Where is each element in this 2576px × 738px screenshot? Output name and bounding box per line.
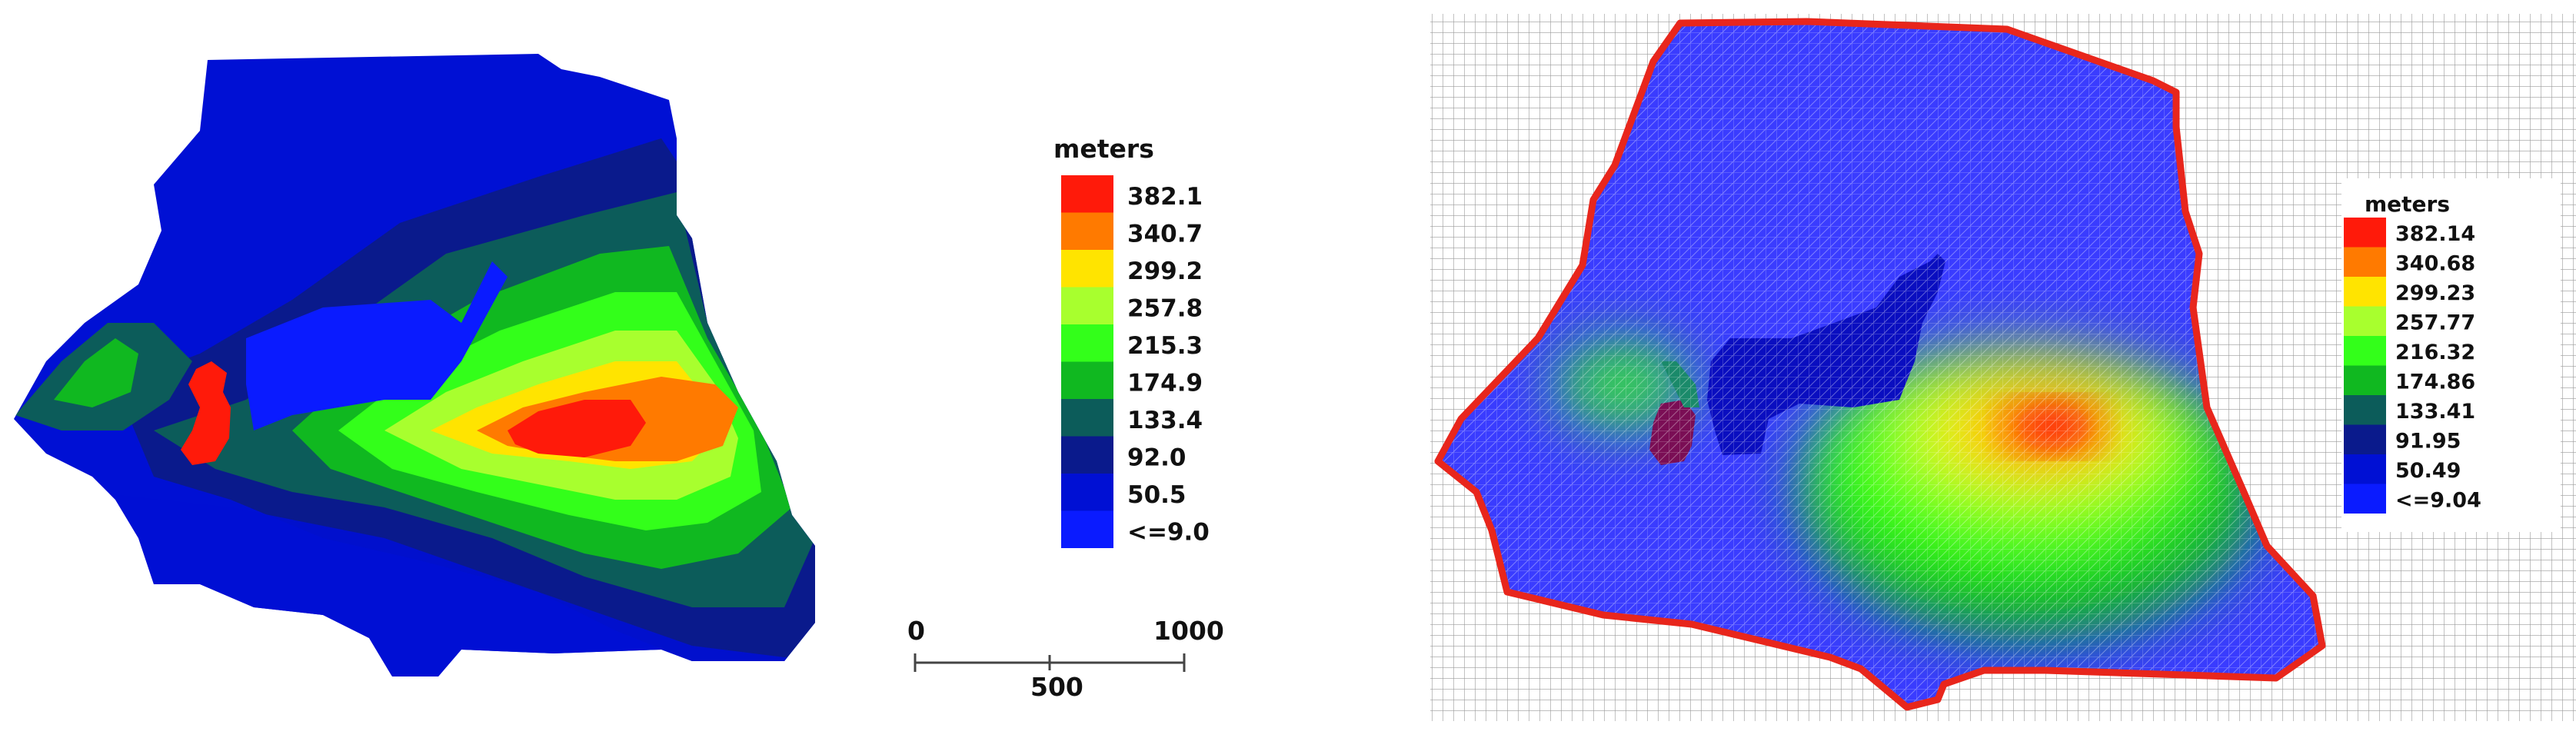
left-legend-items: 382.1 340.7 299.2 257.8 215.3 174.9 133.4 92.0 5…: [1061, 175, 1210, 548]
left-dem-map: [14, 54, 815, 676]
legend-label: <=9.04: [2395, 489, 2481, 513]
legend-swatch: [1061, 436, 1113, 474]
right-legend-title: meters: [2365, 191, 2450, 217]
legend-label: 340.68: [2395, 252, 2475, 276]
legend-label: 257.8: [1127, 294, 1203, 322]
legend-swatch: [1061, 212, 1113, 250]
legend-swatch: [1061, 250, 1113, 288]
legend-label: 299.23: [2395, 281, 2475, 305]
scale-label-mid: 500: [1030, 672, 1083, 702]
legend-swatch: [1061, 287, 1113, 324]
legend-label: 215.3: [1127, 332, 1203, 360]
legend-label: 174.9: [1127, 369, 1203, 397]
legend-swatch: [1061, 175, 1113, 213]
legend-label: 50.49: [2395, 459, 2461, 483]
legend-label: <=9.0: [1127, 518, 1210, 546]
legend-swatch: [2344, 424, 2386, 454]
west-arm-175: [54, 338, 138, 407]
legend-label: 91.95: [2395, 430, 2461, 454]
legend-label: 133.41: [2395, 400, 2475, 424]
legend-label: 257.77: [2395, 311, 2475, 335]
legend-swatch: [2344, 484, 2386, 514]
scale-bar: 0 1000 500: [907, 616, 1224, 702]
legend-swatch: [1061, 510, 1113, 548]
legend-swatch: [2344, 336, 2386, 366]
left-legend: meters 382.1 340.7 299.2 257.8 215.3 174.9 133…: [1053, 134, 1210, 548]
right-legend: meters 382.14 340.68 299.23 257.77 216.32 174…: [2341, 178, 2561, 532]
legend-swatch: [2344, 395, 2386, 425]
legend-swatch: [1061, 361, 1113, 399]
legend-swatch: [2344, 277, 2386, 307]
legend-label: 382.1: [1127, 183, 1203, 211]
south-lowland: [14, 492, 815, 676]
right-mesh-map: [1430, 14, 2576, 721]
legend-label: 50.5: [1127, 481, 1186, 509]
legend-swatch: [2344, 306, 2386, 336]
scale-label-start: 0: [907, 616, 925, 646]
legend-label: 92.0: [1127, 444, 1186, 471]
legend-swatch: [2344, 247, 2386, 277]
depression-9: [246, 261, 508, 430]
legend-swatch: [1061, 474, 1113, 511]
legend-swatch: [2344, 365, 2386, 395]
peak-382: [508, 400, 646, 457]
legend-swatch: [1061, 399, 1113, 437]
legend-swatch: [2344, 218, 2386, 248]
red-pond: [181, 361, 231, 465]
right-legend-items: 382.14 340.68 299.23 257.77 216.32 174.86 133.…: [2344, 218, 2481, 514]
legend-label: 174.86: [2395, 371, 2475, 394]
left-legend-title: meters: [1053, 134, 1154, 164]
legend-label: 340.7: [1127, 220, 1203, 248]
scale-label-end: 1000: [1153, 616, 1224, 646]
legend-label: 382.14: [2395, 222, 2475, 246]
legend-label: 133.4: [1127, 407, 1203, 434]
legend-swatch: [1061, 324, 1113, 362]
legend-swatch: [2344, 454, 2386, 484]
legend-label: 299.2: [1127, 258, 1203, 285]
legend-label: 216.32: [2395, 341, 2475, 364]
